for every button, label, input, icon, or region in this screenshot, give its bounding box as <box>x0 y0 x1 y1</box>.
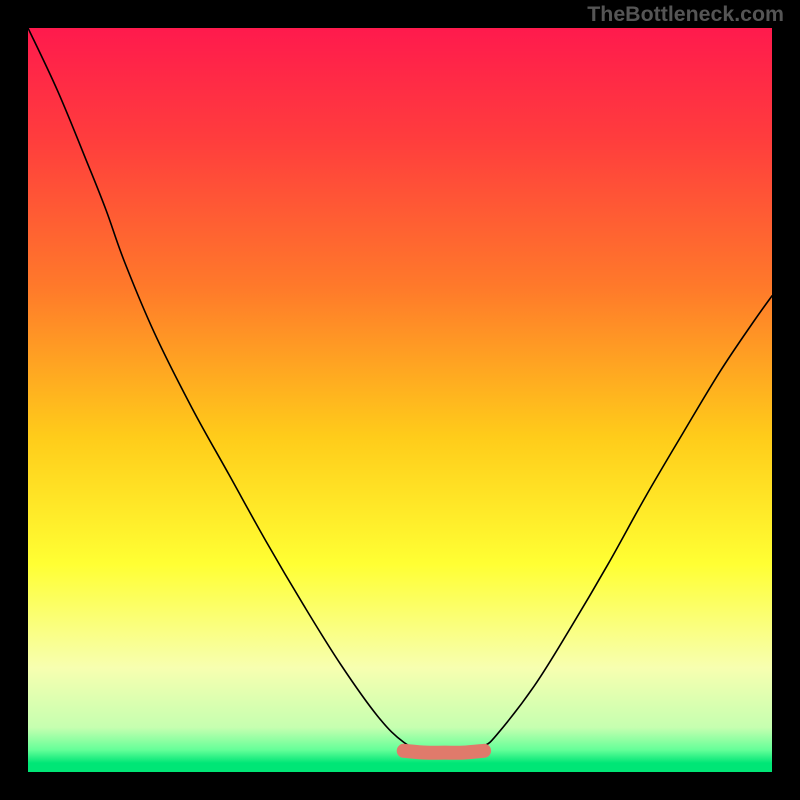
optimal-range-highlight <box>404 751 484 753</box>
plot-svg <box>28 28 772 772</box>
chart-frame: TheBottleneck.com <box>0 0 800 800</box>
gradient-background <box>28 28 772 772</box>
plot-area <box>28 28 772 772</box>
watermark-text: TheBottleneck.com <box>587 2 784 27</box>
